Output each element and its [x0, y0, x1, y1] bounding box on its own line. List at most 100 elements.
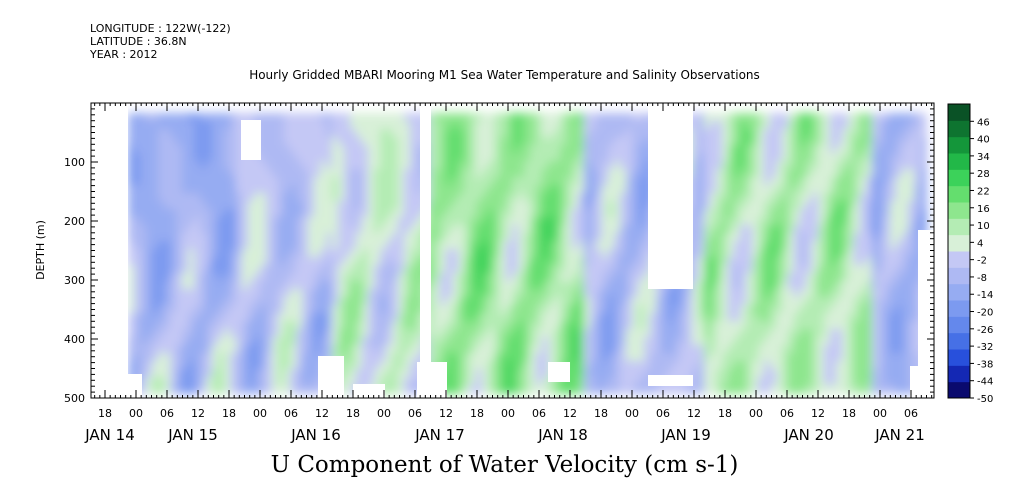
velocity-cell: [530, 121, 537, 130]
velocity-cell: [308, 209, 315, 218]
velocity-cell: [464, 321, 471, 330]
velocity-cell: [596, 201, 603, 210]
velocity-cell: [302, 281, 309, 290]
velocity-cell: [902, 241, 909, 250]
velocity-cell: [248, 257, 255, 266]
velocity-cell: [440, 209, 447, 218]
velocity-cell: [758, 257, 765, 266]
velocity-cell: [332, 209, 339, 218]
velocity-cell: [488, 233, 495, 242]
velocity-cell: [746, 353, 753, 362]
velocity-cell: [896, 145, 903, 154]
velocity-cell: [296, 257, 303, 266]
velocity-cell: [470, 321, 477, 330]
velocity-cell: [848, 297, 855, 306]
velocity-cell: [302, 113, 309, 122]
velocity-cell: [578, 329, 585, 338]
velocity-cell: [650, 321, 657, 330]
velocity-cell: [716, 329, 723, 338]
velocity-cell: [728, 377, 735, 386]
velocity-cell: [308, 185, 315, 194]
velocity-cell: [596, 321, 603, 330]
velocity-cell: [770, 273, 777, 282]
velocity-cell: [296, 193, 303, 202]
velocity-cell: [494, 233, 501, 242]
velocity-cell: [830, 169, 837, 178]
velocity-cell: [410, 305, 417, 314]
velocity-cell: [362, 241, 369, 250]
velocity-cell: [212, 129, 219, 138]
velocity-cell: [728, 161, 735, 170]
velocity-cell: [272, 137, 279, 146]
velocity-cell: [668, 321, 675, 330]
velocity-cell: [824, 337, 831, 346]
velocity-cell: [218, 161, 225, 170]
velocity-cell: [836, 249, 843, 258]
velocity-cell: [884, 361, 891, 370]
velocity-cell: [836, 201, 843, 210]
velocity-cell: [284, 377, 291, 386]
velocity-cell: [824, 217, 831, 226]
velocity-cell: [644, 313, 651, 322]
velocity-cell: [494, 137, 501, 146]
velocity-cell: [710, 321, 717, 330]
velocity-cell: [518, 265, 525, 274]
velocity-cell: [920, 185, 927, 194]
velocity-cell: [482, 209, 489, 218]
velocity-cell: [476, 297, 483, 306]
velocity-cell: [656, 289, 663, 298]
velocity-cell: [338, 233, 345, 242]
velocity-cell: [746, 169, 753, 178]
velocity-cell: [692, 185, 699, 194]
velocity-cell: [236, 185, 243, 194]
velocity-cell: [914, 321, 921, 330]
velocity-cell: [482, 241, 489, 250]
velocity-cell: [440, 329, 447, 338]
velocity-cell: [170, 129, 177, 138]
velocity-cell: [344, 257, 351, 266]
velocity-cell: [350, 177, 357, 186]
velocity-cell: [182, 321, 189, 330]
velocity-cell: [620, 257, 627, 266]
velocity-cell: [830, 145, 837, 154]
velocity-cell: [560, 129, 567, 138]
velocity-cell: [842, 297, 849, 306]
velocity-cell: [560, 233, 567, 242]
velocity-cell: [230, 185, 237, 194]
velocity-cell: [152, 257, 159, 266]
velocity-cell: [608, 137, 615, 146]
velocity-cell: [176, 337, 183, 346]
velocity-cell: [542, 345, 549, 354]
velocity-cell: [386, 241, 393, 250]
velocity-cell: [494, 337, 501, 346]
velocity-cell: [602, 233, 609, 242]
velocity-cell: [272, 297, 279, 306]
velocity-cell: [842, 169, 849, 178]
velocity-cell: [380, 161, 387, 170]
velocity-cell: [278, 321, 285, 330]
velocity-cell: [440, 337, 447, 346]
velocity-cell: [440, 129, 447, 138]
velocity-cell: [512, 249, 519, 258]
velocity-cell: [782, 129, 789, 138]
velocity-cell: [266, 161, 273, 170]
metadata-block: LONGITUDE : 122W(-122) LATITUDE : 36.8N …: [90, 22, 231, 61]
velocity-cell: [824, 281, 831, 290]
velocity-cell: [332, 225, 339, 234]
velocity-cell: [908, 193, 915, 202]
velocity-cell: [824, 273, 831, 282]
velocity-cell: [386, 145, 393, 154]
velocity-cell: [320, 225, 327, 234]
velocity-cell: [716, 265, 723, 274]
velocity-cell: [650, 329, 657, 338]
velocity-cell: [590, 385, 597, 394]
velocity-cell: [404, 201, 411, 210]
velocity-cell: [494, 225, 501, 234]
velocity-cell: [314, 217, 321, 226]
velocity-cell: [500, 297, 507, 306]
velocity-cell: [530, 225, 537, 234]
velocity-cell: [614, 313, 621, 322]
velocity-cell: [596, 273, 603, 282]
velocity-cell: [506, 345, 513, 354]
velocity-cell: [812, 241, 819, 250]
